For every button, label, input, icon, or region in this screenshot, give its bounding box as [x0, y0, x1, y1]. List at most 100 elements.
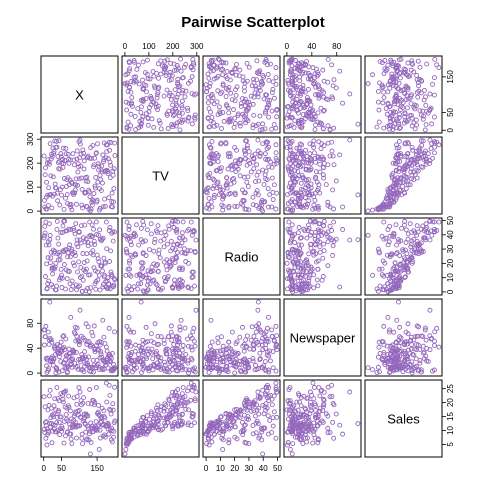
data-point: [158, 238, 164, 244]
data-point: [168, 407, 174, 413]
data-point: [299, 60, 304, 66]
data-point: [340, 431, 346, 437]
data-point: [207, 80, 213, 86]
data-point: [138, 104, 144, 110]
data-point: [232, 370, 238, 376]
data-point: [304, 98, 310, 104]
panel-x-vs-x: X: [40, 55, 119, 134]
data-point: [337, 284, 343, 290]
data-point: [266, 314, 271, 320]
data-point: [214, 348, 220, 354]
data-point: [75, 169, 81, 175]
data-point: [300, 82, 306, 88]
data-point: [269, 204, 275, 210]
data-point: [174, 94, 180, 100]
data-point: [227, 191, 233, 196]
panel-frame: [40, 55, 119, 134]
data-point: [259, 342, 265, 348]
data-point: [289, 282, 295, 288]
data-point: [190, 329, 196, 335]
data-point: [385, 89, 391, 95]
data-point: [164, 241, 170, 247]
data-point: [325, 234, 331, 240]
data-point: [84, 339, 90, 345]
data-point: [155, 427, 161, 433]
data-point: [237, 123, 243, 129]
data-point: [153, 281, 159, 287]
data-point: [111, 186, 117, 191]
data-point: [266, 369, 272, 375]
data-point: [211, 183, 217, 189]
data-point: [191, 338, 197, 344]
data-point: [211, 431, 217, 437]
data-point: [331, 435, 337, 441]
data-point: [293, 256, 299, 262]
data-point: [107, 159, 113, 165]
data-point: [325, 202, 331, 208]
data-point: [234, 84, 240, 90]
data-point: [48, 405, 54, 411]
data-point: [97, 342, 103, 348]
data-point: [296, 145, 302, 151]
data-point: [61, 440, 67, 446]
data-point: [54, 226, 60, 232]
data-point: [51, 356, 57, 362]
data-point: [251, 347, 256, 352]
data-point: [75, 423, 81, 429]
data-point: [269, 108, 275, 114]
data-point: [242, 96, 248, 102]
data-point: [176, 335, 182, 341]
data-point: [143, 324, 149, 330]
data-point: [340, 100, 346, 106]
data-point: [268, 159, 273, 165]
data-point: [241, 174, 247, 180]
data-point: [103, 155, 109, 161]
data-point: [125, 342, 131, 348]
data-point: [379, 204, 385, 210]
data-point: [81, 369, 87, 375]
data-point: [188, 397, 193, 403]
data-point: [72, 419, 78, 425]
tick-label: 0: [123, 42, 128, 51]
data-point: [175, 399, 181, 405]
data-point: [170, 426, 176, 432]
data-point: [138, 299, 144, 305]
data-point: [274, 114, 280, 120]
data-point: [303, 406, 309, 412]
data-point: [330, 187, 336, 193]
data-point: [75, 244, 81, 250]
data-point: [414, 175, 420, 181]
data-point: [295, 162, 301, 168]
data-point: [251, 80, 257, 86]
panel-x-vs-newspaper: [283, 55, 362, 134]
data-point: [45, 157, 51, 163]
data-point: [50, 247, 56, 253]
data-point: [432, 140, 438, 146]
data-point: [421, 349, 427, 355]
data-point: [207, 145, 213, 151]
tick-label: 80: [26, 318, 35, 327]
data-point: [65, 369, 71, 375]
data-point: [263, 342, 269, 347]
data-point: [145, 282, 150, 288]
data-point: [179, 230, 185, 236]
data-point: [208, 68, 214, 74]
data-point: [166, 226, 172, 232]
data-point: [241, 341, 247, 347]
data-point: [161, 244, 167, 250]
data-point: [389, 71, 395, 77]
data-point: [55, 154, 61, 159]
panel-radio-vs-radio: Radio: [202, 217, 281, 296]
data-point: [91, 191, 97, 196]
data-point: [405, 321, 411, 327]
data-point: [181, 246, 187, 252]
data-point: [128, 242, 134, 248]
data-point: [428, 105, 434, 111]
data-point: [233, 169, 239, 175]
data-point: [419, 143, 425, 148]
data-point: [313, 169, 319, 175]
data-point: [382, 199, 388, 205]
variable-label-tv: TV: [152, 169, 169, 184]
data-point: [402, 357, 408, 363]
data-point: [93, 385, 99, 390]
